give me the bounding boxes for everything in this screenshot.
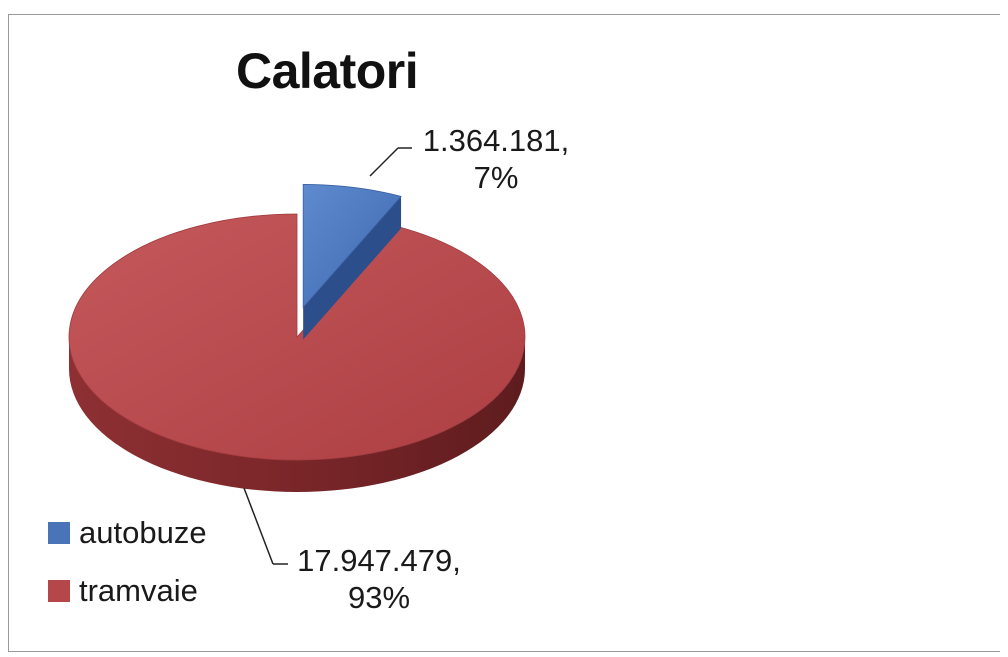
legend-item-autobuze: autobuze (48, 510, 207, 556)
chart-title: Calatori (236, 43, 419, 99)
data-label-tramvaie-percent: 93% (347, 580, 411, 615)
data-label-autobuze-value: 1.364.181, (422, 123, 570, 158)
legend-label-tramvaie: tramvaie (79, 573, 198, 608)
data-label-autobuze-percent: 7% (473, 160, 519, 195)
chart-frame (8, 14, 1000, 652)
leader-line-autobuze (369, 147, 399, 177)
chart-legend: autobuze tramvaie (48, 510, 207, 626)
pie-slice-tramvaie (68, 213, 526, 461)
legend-swatch-tramvaie (48, 580, 70, 602)
pie-slice-tramvaie-side (69, 337, 525, 492)
leader-line-tramvaie (243, 487, 274, 565)
pie-slice-autobuze-side (303, 196, 402, 340)
data-label-tramvaie: 17.947.479, 93% (286, 542, 472, 616)
legend-label-autobuze: autobuze (79, 515, 207, 550)
data-label-autobuze: 1.364.181, 7% (412, 122, 580, 196)
legend-item-tramvaie: tramvaie (48, 568, 207, 614)
data-label-tramvaie-value: 17.947.479, (297, 543, 461, 578)
pie-slice-autobuze (302, 184, 402, 309)
legend-swatch-autobuze (48, 522, 70, 544)
